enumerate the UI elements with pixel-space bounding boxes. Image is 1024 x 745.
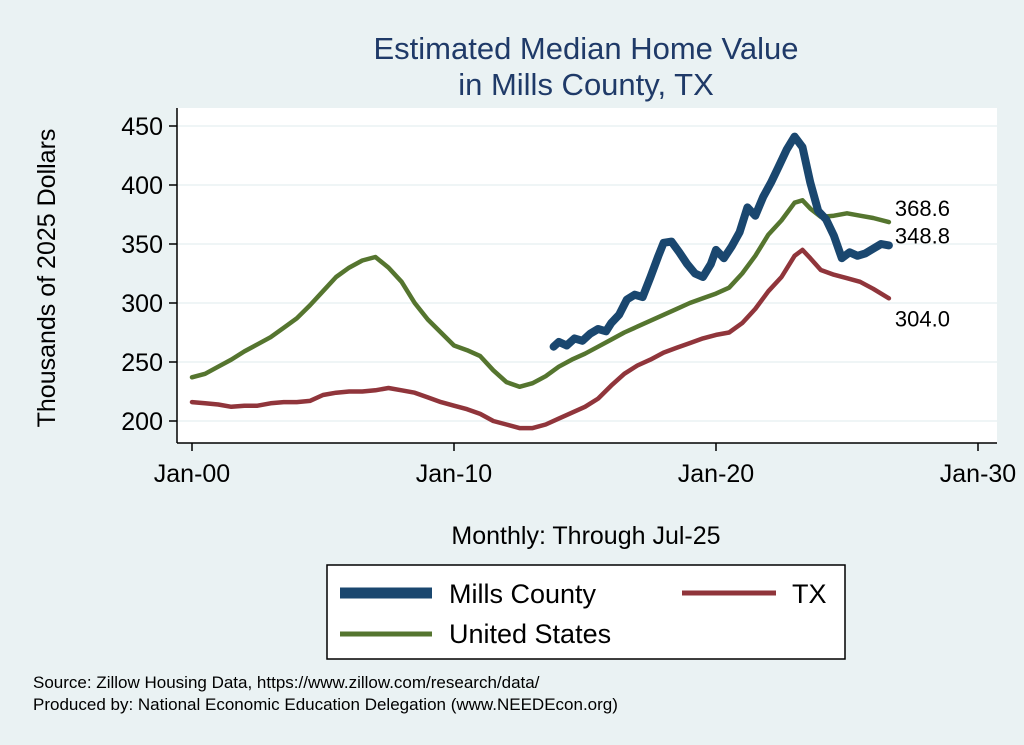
series-lines: [189, 132, 893, 431]
x-axis-label: Monthly: Through Jul-25: [451, 522, 720, 550]
end-label-tx: 304.0: [895, 306, 950, 331]
producer-note: Produced by: National Economic Education…: [33, 695, 618, 714]
end-label-mills-county: 348.8: [895, 223, 950, 248]
y-tick-label: 350: [121, 231, 163, 259]
series-line-mills-county: [549, 132, 893, 351]
chart-title-line1: Estimated Median Home Value: [373, 31, 798, 66]
y-tick-label: 300: [121, 290, 163, 318]
legend-label-tx: TX: [792, 579, 827, 609]
legend-label-united-states: United States: [449, 619, 611, 649]
x-axis: Jan-00 Jan-10 Jan-20 Jan-30: [154, 442, 1016, 488]
y-tick-label: 400: [121, 172, 163, 200]
legend: Mills County TX United States: [326, 564, 846, 660]
plot-area: [177, 108, 997, 443]
x-tick-label: Jan-20: [678, 460, 754, 488]
chart-title-line2: in Mills County, TX: [458, 67, 714, 102]
series-line-tx: [189, 247, 892, 431]
legend-box: [326, 564, 846, 660]
legend-label-mills-county: Mills County: [449, 579, 597, 609]
end-labels: 348.8 304.0 368.6: [895, 196, 950, 331]
series-line-united-states: [189, 198, 892, 390]
x-tick-label: Jan-30: [940, 460, 1016, 488]
y-tick-label: 200: [121, 408, 163, 436]
x-tick-label: Jan-10: [416, 460, 492, 488]
y-tick-label: 250: [121, 349, 163, 377]
y-axis-label: Thousands of 2025 Dollars: [33, 129, 61, 428]
source-note: Source: Zillow Housing Data, https://www…: [33, 673, 540, 692]
x-tick-label: Jan-00: [154, 460, 230, 488]
end-label-united-states: 368.6: [895, 196, 950, 221]
y-axis: 200 250 300 350 400 450: [121, 108, 178, 443]
y-tick-label: 450: [121, 113, 163, 141]
